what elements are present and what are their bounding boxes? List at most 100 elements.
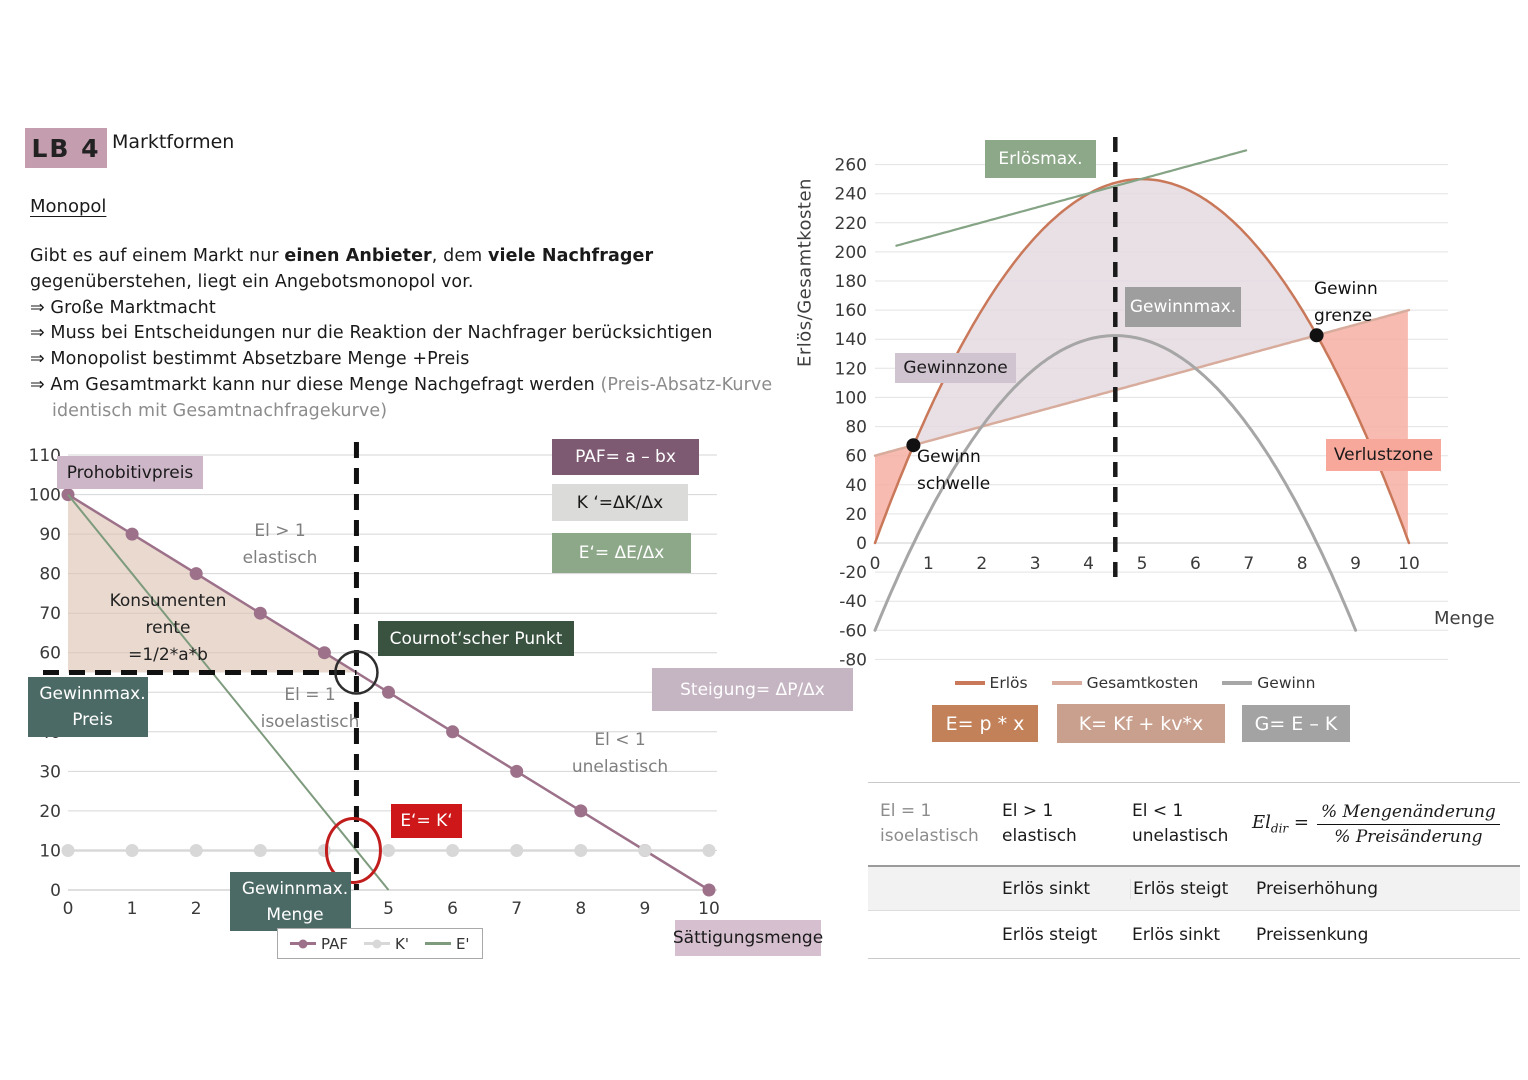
y-tick-label: 100: [835, 388, 867, 408]
data-point: [702, 844, 716, 857]
data-point: [253, 606, 267, 620]
x-tick-label: 1: [923, 554, 934, 574]
verlustzone-label: Verlustzone: [1326, 439, 1441, 471]
y-tick-label: 90: [39, 525, 61, 545]
data-point: [574, 804, 588, 818]
data-point: [61, 844, 75, 857]
legend-swatch: [363, 939, 390, 948]
legend-swatch: [424, 942, 451, 945]
series-line-Tangente: [895, 149, 1248, 247]
x-tick-label: 10: [1398, 554, 1420, 574]
x-tick-label: 7: [511, 899, 522, 919]
y-axis-title: Erlös/Gesamtkosten: [794, 178, 816, 367]
revenue-formula-box: E= p * x: [932, 705, 1038, 742]
x-tick-label: 6: [1190, 554, 1201, 574]
y-tick-label: 100: [29, 486, 61, 506]
elasticity-gt1-label: El > 1 elastisch: [242, 521, 318, 568]
y-tick-label: -40: [839, 592, 867, 612]
steigung-formula-box: Steigung= ΔP/Δx: [652, 668, 853, 711]
y-tick-label: 70: [39, 604, 61, 624]
formula-fraction: % Mengenänderung % Preisänderung: [1317, 802, 1500, 847]
data-point: [446, 725, 460, 739]
x-tick-label: 1: [127, 899, 138, 919]
e-equals-k-circle: [324, 816, 382, 884]
verlustzone-left-area: [875, 445, 914, 543]
gewinnmax-preis-label: Gewinnmax. Preis: [28, 677, 148, 737]
y-tick-label: 200: [835, 243, 867, 263]
x-tick-label: 4: [1083, 554, 1094, 574]
x-tick-label: 0: [63, 899, 74, 919]
y-tick-label: 80: [845, 418, 867, 438]
x-tick-label: 10: [698, 899, 720, 919]
y-tick-label: 120: [835, 359, 867, 379]
y-tick-label: 160: [835, 301, 867, 321]
e-equals-k-label: E‘= K‘: [391, 804, 462, 838]
elasticity-formula: Eldir = % Mengenänderung % Preisänderung: [1252, 802, 1520, 847]
formula-lhs: Eldir =: [1252, 812, 1309, 836]
data-point: [125, 527, 139, 541]
erloesmax-label: Erlösmax.: [985, 140, 1096, 178]
revenue-cost-profit-chart: 260 240 220 200 180 160 140 120 100 80 60 40 20 0 -20-…: [790, 125, 1528, 770]
legend-item: E': [424, 935, 470, 953]
header-isoelastic: El = 1 isoelastisch: [880, 801, 979, 846]
x-tick-label: 5: [383, 899, 394, 919]
table-row: Erlös sinkt Erlös steigt Preiserhöhung: [868, 867, 1520, 911]
section-heading: Monopol: [30, 196, 107, 217]
intro-line: ⇒ Am Gesamtmarkt kann nur diese Menge Na…: [30, 374, 773, 395]
data-point: [382, 844, 395, 857]
y-tick-label: 60: [39, 644, 61, 664]
y-tick-label: 80: [39, 565, 61, 585]
series-line-E': [67, 493, 390, 891]
paf-formula-box: PAF= a – bx: [552, 439, 699, 475]
data-point: [253, 844, 267, 857]
gewinnmax-menge-label: Gewinnmax. Menge: [230, 872, 351, 931]
elasticity-lt1-label: El < 1 unelastisch: [571, 730, 669, 777]
k-prime-formula-box: K ‘=ΔK/Δx: [552, 484, 688, 521]
data-point: [510, 844, 524, 857]
cournot-point-label: Cournot‘scher Punkt: [378, 621, 574, 656]
table-row: Erlös steigt Erlös sinkt Preissenkung: [868, 911, 1520, 959]
x-tick-label: 0: [870, 554, 881, 574]
data-point: [574, 844, 588, 857]
x-tick-label: 9: [639, 899, 650, 919]
intro-text: Gibt es auf einem Markt nur einen Anbiet…: [30, 244, 800, 425]
y-tick-label: -80: [839, 650, 867, 670]
gewinnmax-label: Gewinnmax.: [1125, 287, 1241, 327]
y-tick-label: 180: [835, 272, 867, 292]
y-tick-label: 20: [845, 505, 867, 525]
gewinngrenze-point: [1309, 328, 1324, 343]
x-tick-label: 6: [447, 899, 458, 919]
right-chart-legend: Erlös Gesamtkosten Gewinn: [940, 674, 1330, 692]
data-point: [510, 764, 524, 778]
data-point: [189, 844, 203, 857]
legend-item: K': [363, 935, 409, 953]
intro-line: gegenüberstehen, liegt ein Angebotsmonop…: [30, 271, 474, 292]
y-tick-label: -60: [839, 621, 867, 641]
y-tick-label: 240: [835, 185, 867, 205]
data-point: [189, 567, 203, 581]
header-unelastic: El < 1 unelastisch: [1132, 801, 1229, 846]
legend-item: Erlös: [954, 674, 1028, 692]
x-tick-label: 3: [1030, 554, 1041, 574]
e-prime-formula-box: E‘= ΔE/Δx: [552, 533, 691, 573]
y-tick-label: 60: [845, 447, 867, 467]
intro-line: identisch mit Gesamtnachfragekurve): [52, 400, 388, 421]
data-point: [382, 685, 395, 699]
data-point: [638, 844, 652, 857]
y-tick-label: 20: [39, 802, 61, 822]
x-tick-label: 8: [1297, 554, 1308, 574]
y-tick-label: 30: [39, 762, 61, 782]
konsumentenrente-label: Konsumenten rente =1/2*a*b: [109, 591, 227, 665]
y-tick-label: 0: [50, 881, 61, 901]
gewinnzone-label: Gewinnzone: [895, 353, 1016, 383]
table-header-row: El = 1 isoelastisch El > 1 elastisch El …: [868, 782, 1520, 867]
y-tick-label: 220: [835, 214, 867, 234]
page-title: Marktformen: [112, 131, 235, 153]
intro-line: ⇒ Muss bei Entscheidungen nur die Reakti…: [30, 323, 713, 344]
lesson-badge: LB 4: [25, 128, 107, 168]
y-tick-label: 260: [835, 156, 867, 176]
price-demand-chart: 0102030405060708090100110012345678910 Pr…: [25, 430, 860, 978]
gewinngrenze-label: Gewinn grenze: [1314, 279, 1378, 326]
gewinnschwelle-point: [906, 438, 921, 453]
